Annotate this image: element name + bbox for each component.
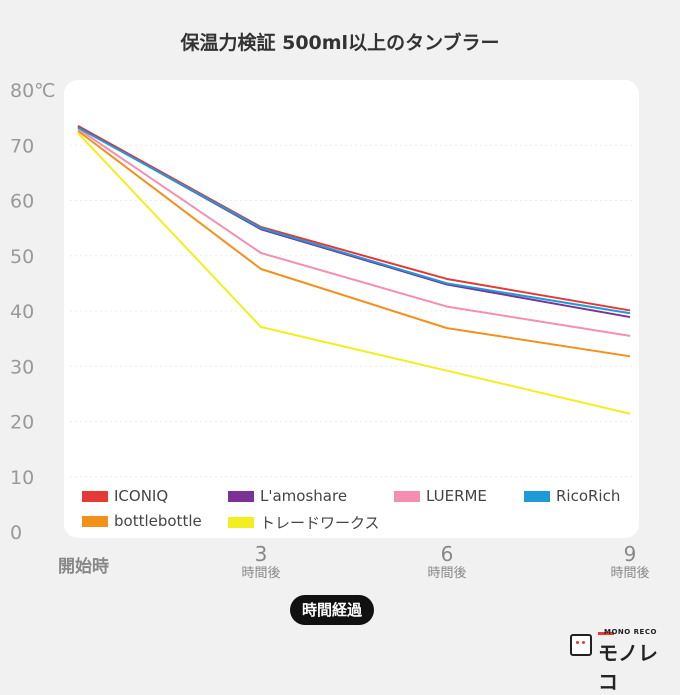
- legend-label: bottlebottle: [114, 512, 202, 530]
- y-tick-label: 0: [10, 522, 22, 544]
- x-tick-unit: 時間後: [610, 566, 650, 581]
- y-tick-label: 20: [10, 412, 34, 434]
- x-tick-number: 3: [254, 542, 268, 566]
- y-tick-label: 80℃: [10, 80, 56, 102]
- logo-brand-text: モノレコ: [598, 641, 658, 694]
- legend-label: LUERME: [426, 487, 487, 505]
- x-tick-label: 9 時間後: [590, 543, 670, 583]
- x-tick-number: 6: [440, 542, 454, 566]
- series-line: [77, 130, 631, 358]
- plot-area: [64, 80, 639, 538]
- mascot-icon: [570, 634, 592, 656]
- x-tick-label: 6 時間後: [407, 543, 487, 583]
- legend-swatch: [82, 490, 108, 502]
- legend-label: ICONIQ: [114, 487, 169, 505]
- x-tick-label: 3 時間後: [221, 543, 301, 583]
- series-line: [77, 127, 631, 337]
- legend-label: トレードワークス: [260, 514, 380, 532]
- y-tick-label: 30: [10, 356, 34, 378]
- brand-logo: MONO RECO モノレコ: [566, 628, 672, 694]
- legend-item: トレードワークス: [228, 512, 380, 533]
- line-chart: 0 10 20 30 40 50 60 70 80℃: [10, 80, 633, 544]
- legend-swatch: [228, 517, 254, 528]
- y-tick-label: 40: [10, 301, 34, 323]
- legend-item: bottlebottle: [82, 512, 202, 530]
- legend-swatch: [228, 490, 254, 502]
- legend-item: L'amoshare: [228, 487, 347, 505]
- y-tick-label: 10: [10, 467, 34, 489]
- x-axis-label: 時間経過: [290, 595, 375, 625]
- legend-item: LUERME: [394, 487, 487, 505]
- logo-accent-bar: [598, 632, 614, 635]
- x-tick-unit: 時間後: [427, 566, 467, 581]
- y-tick-label: 50: [10, 246, 34, 268]
- series-line: [77, 125, 631, 312]
- legend-label: L'amoshare: [260, 487, 348, 505]
- y-tick-label: 60: [10, 191, 34, 213]
- x-tick-unit: 時間後: [241, 566, 281, 581]
- legend-label: RicoRich: [556, 487, 621, 505]
- legend-swatch: [524, 490, 550, 502]
- legend-swatch: [82, 515, 108, 527]
- legend-item: RicoRich: [524, 487, 620, 505]
- series-line: [77, 132, 631, 415]
- x-tick-label: 開始時: [58, 556, 138, 578]
- x-tick-number: 開始時: [58, 557, 109, 577]
- x-tick-number: 9: [623, 542, 637, 566]
- legend-swatch: [394, 490, 420, 502]
- logo-small-text: MONO RECO: [604, 628, 657, 636]
- series-line: [77, 126, 631, 315]
- y-tick-label: 70: [10, 135, 34, 157]
- legend-item: ICONIQ: [82, 487, 168, 505]
- chart-title: 保温力検証 500ml以上のタンブラー: [180, 32, 500, 54]
